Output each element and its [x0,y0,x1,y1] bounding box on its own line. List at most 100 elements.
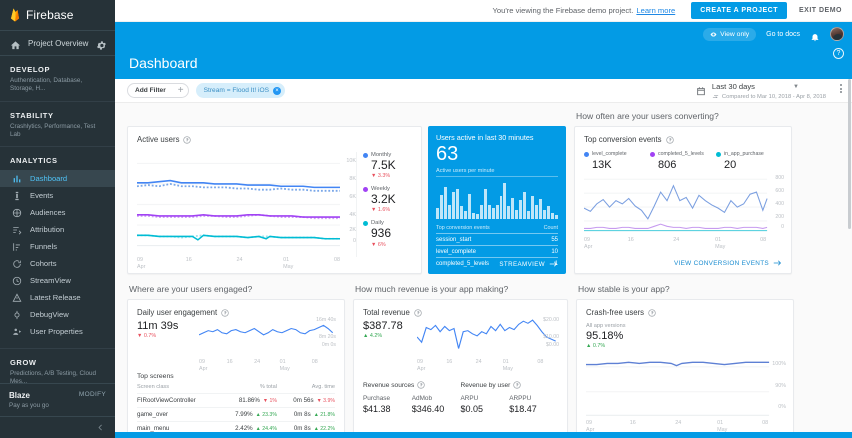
learn-more-link[interactable]: Learn more [636,6,676,15]
sidebar-item-latest-release[interactable]: Latest Release [0,289,115,306]
firebase-brand[interactable]: Firebase [0,0,115,30]
pair-value: $346.40 [411,404,445,414]
conversion-title: Top conversion events [584,135,662,144]
modify-plan-button[interactable]: MODIFY [78,391,106,398]
sidebar-section-develop[interactable]: DEVELOP Authentication, Database, Storag… [0,56,115,102]
chevron-down-icon[interactable]: ▼ [792,83,799,90]
legend-label: level_complete [592,151,627,157]
calendar-icon [696,83,706,96]
exit-demo-button[interactable]: EXIT DEMO [798,7,842,14]
sidebar-item-debugview[interactable]: DebugView [0,306,115,323]
more-options-button[interactable] [840,84,842,93]
sidebar-item-user-properties[interactable]: User Properties [0,323,115,340]
sidebar: Firebase Project Overview DEVELOP Authen… [0,0,115,438]
notifications-icon[interactable] [810,29,820,42]
screen-class: game_over [137,407,219,422]
engagement-xaxis: 09 Apr 16 24 01 May 08 [199,359,318,372]
conversion-yaxis: 800 600 400 200 0 [770,175,784,233]
y-tick: 6K [349,194,356,200]
sidebar-item-dashboard[interactable]: Dashboard [0,170,115,188]
y-tick: 2K [349,227,356,233]
legend-value: 7.5K [371,158,396,172]
plan-box[interactable]: Blaze Pay as you go MODIFY [0,383,115,416]
revenue-section-title: How much revenue is your app making? [355,284,509,294]
sidebar-item-project-overview[interactable]: Project Overview [0,30,115,56]
pct-total: 7.99% ▲ 23.3% [218,407,277,422]
col-avg-time: Avg. time [276,382,335,394]
add-filter-button[interactable]: Add Filter + [127,83,189,98]
help-circle-icon[interactable] [665,135,674,144]
view-only-badge[interactable]: View only [703,27,757,41]
create-project-button[interactable]: CREATE A PROJECT [691,2,787,19]
card-crash-free-users: Crash-free users All app versions 95.18%… [576,299,794,438]
crash-value: 95.18% [586,330,624,342]
streamview-link[interactable]: STREAMVIEW [499,260,558,268]
event-name: session_start [436,237,472,243]
sidebar-item-attribution[interactable]: Attribution [0,221,115,238]
crash-section-title: How stable is your app? [578,284,670,294]
revenue-pair-arpu: ARPU $0.05 [461,395,510,414]
sidebar-item-events[interactable]: Events [0,187,115,204]
scrollbar-thumb[interactable] [848,79,851,229]
plus-icon: + [177,84,184,96]
legend-item-daily: Daily 936 ▼ 6% [363,220,412,248]
audiences-icon [12,208,22,218]
help-icon[interactable]: ? [833,48,844,59]
view-conversion-events-link[interactable]: VIEW CONVERSION EVENTS [674,259,782,267]
sidebar-item-label: StreamView [30,276,71,286]
streamview-icon [12,276,22,286]
active-users-yaxis: 10K 8K 6K 4K 2K 0 [340,152,356,244]
sidebar-section-stability[interactable]: STABILITY Crashlytics, Performance, Test… [0,102,115,148]
conversion-column: How often are your users converting? Top… [574,111,792,274]
revenue-xaxis: 09 Apr 16 24 01 May 08 [417,359,544,372]
revenue-column: How much revenue is your app making? Tot… [353,284,568,438]
main-area: You're viewing the Firebase demo project… [115,0,852,438]
help-circle-icon[interactable] [221,308,229,317]
filter-chip-label: Stream = Flood It! iOS [203,87,270,94]
crash-column: How stable is your app? Crash-free users… [576,284,794,438]
top-header: View only Go to docs [115,22,852,46]
vertical-scrollbar[interactable] [847,79,852,438]
stability-title: STABILITY [10,110,54,120]
page-title: Dashboard [129,54,198,71]
table-row[interactable]: main_menu 2.42% ▲ 24.4% 0m 8s ▲ 22.2% [137,422,335,436]
sidebar-item-audiences[interactable]: Audiences [0,204,115,221]
pct-total: 81.86% ▼ 1% [218,393,277,408]
realtime-title: Users active in last 30 minutes [436,133,534,142]
help-circle-icon[interactable] [414,308,422,317]
conversion-item-in-app-purchase: in_app_purchase 20 [716,151,782,171]
table-row[interactable]: FIRootViewController 81.86% ▼ 1% 0m 56s ▼ … [137,393,335,408]
sidebar-collapse-button[interactable] [0,416,115,438]
help-circle-icon[interactable] [183,135,192,144]
revenue-metric: $387.78 ▲ 4.2% [363,317,411,359]
revenue-pair-arppu: ARPPU $18.47 [509,395,558,414]
go-to-docs-link[interactable]: Go to docs [766,30,800,38]
conversion-lines [584,178,768,232]
help-circle-icon[interactable] [417,381,425,389]
sidebar-item-cohorts[interactable]: Cohorts [0,255,115,272]
conversion-xaxis: 09 Apr 16 24 01 May 08 [584,237,767,250]
sidebar-item-funnels[interactable]: Funnels [0,238,115,255]
engagement-column: Where are your users engaged? Daily user… [127,284,345,438]
engagement-title: Daily user engagement [137,308,218,317]
engagement-metric: 11m 39s ▼ 0.7% [137,317,193,359]
revenue-title: Total revenue [363,308,410,317]
filter-chip-stream[interactable]: Stream = Flood It! iOS × [195,83,286,98]
home-icon [10,38,21,49]
gear-icon[interactable] [96,38,107,50]
help-circle-icon[interactable] [648,308,656,317]
screen-class: FIRootViewController [137,393,219,408]
sidebar-item-streamview[interactable]: StreamView [0,272,115,289]
crash-title-row: Crash-free users [586,308,784,317]
legend-dot [363,186,368,192]
avatar[interactable] [830,27,844,41]
sidebar-section-grow[interactable]: GROW Predictions, A/B Testing, Cloud Mes… [0,349,115,394]
date-range-control[interactable]: Last 30 days ▼ Compared to Mar 10, 2018 … [696,81,842,100]
help-circle-icon[interactable] [513,381,522,389]
close-icon[interactable]: × [273,86,282,95]
sidebar-item-label: DebugView [30,310,69,320]
conversion-item-completed-5-levels: completed_5_levels 806 [650,151,716,171]
table-row[interactable]: game_over 7.99% ▲ 23.3% 0m 8s ▲ 21.8% [137,407,335,422]
pair-value: $18.47 [509,404,537,414]
